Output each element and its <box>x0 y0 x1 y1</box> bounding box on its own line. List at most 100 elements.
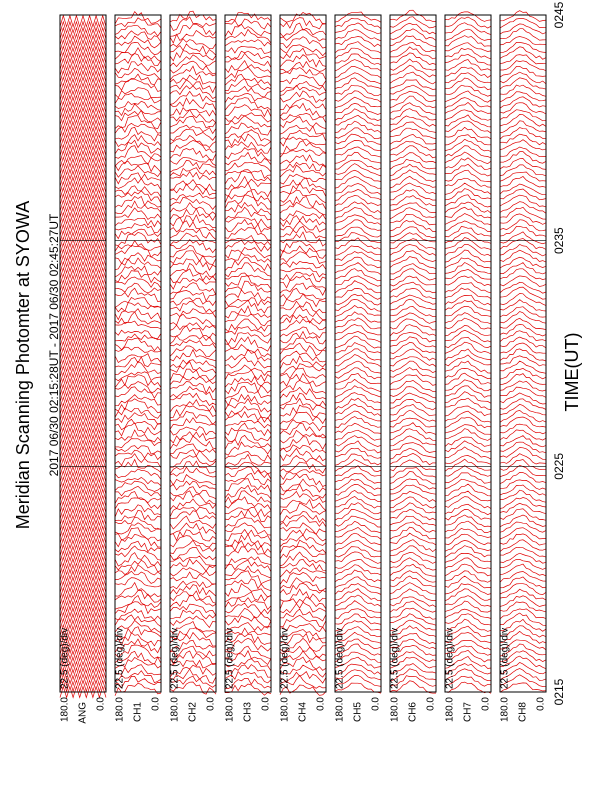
scan-trace <box>389 263 437 275</box>
scan-trace <box>279 267 327 278</box>
scan-trace <box>389 268 437 281</box>
scan-trace <box>444 540 492 552</box>
scan-trace <box>444 416 492 429</box>
scan-trace <box>444 269 491 280</box>
scan-trace <box>499 10 547 22</box>
scan-trace <box>389 380 437 392</box>
scan-trace <box>114 139 162 155</box>
scan-trace <box>389 563 436 577</box>
scan-trace <box>59 574 107 589</box>
scan-trace <box>389 238 437 250</box>
scan-trace <box>444 553 492 563</box>
scan-trace <box>444 287 492 299</box>
scan-trace <box>224 434 272 450</box>
scan-trace <box>389 22 437 35</box>
scan-trace <box>224 615 272 629</box>
scan-trace <box>444 220 491 232</box>
scan-trace <box>499 238 547 250</box>
scan-trace <box>444 145 492 159</box>
scan-trace <box>169 135 217 148</box>
scan-trace <box>59 272 107 287</box>
scan-trace <box>500 60 547 72</box>
scan-trace <box>224 670 272 684</box>
scan-trace <box>114 35 162 49</box>
scan-trace <box>389 515 437 526</box>
scan-trace <box>499 219 547 232</box>
scan-trace <box>279 337 327 351</box>
scan-trace <box>59 63 107 78</box>
scan-trace <box>499 447 546 460</box>
scan-trace <box>499 256 547 269</box>
scan-trace <box>224 161 272 173</box>
scan-trace <box>224 517 272 529</box>
scan-trace <box>169 30 217 44</box>
scan-trace <box>114 601 162 615</box>
scan-trace <box>59 469 107 484</box>
scan-trace <box>114 394 162 407</box>
scan-trace <box>334 429 382 441</box>
scan-trace <box>444 514 492 527</box>
scan-trace <box>500 479 547 490</box>
scan-trace <box>444 294 492 306</box>
scan-trace <box>224 297 272 307</box>
scan-trace <box>59 555 107 570</box>
scan-trace <box>389 175 437 189</box>
scan-trace <box>224 190 272 204</box>
scan-trace <box>169 580 217 590</box>
scan-trace <box>59 118 107 133</box>
scan-trace <box>334 342 382 354</box>
scan-trace <box>334 509 382 521</box>
scan-trace <box>59 605 107 619</box>
scan-trace <box>169 159 217 173</box>
scan-trace <box>279 67 327 81</box>
scan-trace <box>334 459 382 472</box>
scan-trace <box>279 314 327 325</box>
scan-trace <box>499 558 547 570</box>
scan-trace <box>499 65 547 78</box>
scan-trace <box>224 677 272 689</box>
scan-trace <box>169 308 217 319</box>
scale-label: 22.5 (deg)/div <box>445 628 456 689</box>
scan-trace <box>224 461 272 475</box>
scan-trace <box>224 52 272 68</box>
scan-trace <box>334 41 382 54</box>
scan-trace <box>499 552 547 564</box>
scan-trace <box>59 377 107 392</box>
scan-trace <box>169 23 217 37</box>
scan-trace <box>114 228 162 240</box>
scan-trace <box>59 660 107 675</box>
scan-trace <box>500 386 547 398</box>
scan-trace <box>389 403 437 417</box>
scan-trace <box>389 298 437 311</box>
scan-trace <box>334 674 382 687</box>
scan-trace <box>279 629 327 640</box>
panel-frame <box>444 14 492 693</box>
scan-trace <box>334 372 382 385</box>
scan-trace <box>59 506 107 521</box>
scan-trace <box>389 182 437 195</box>
scan-trace <box>499 630 547 644</box>
scan-trace <box>169 480 217 491</box>
scan-trace <box>114 245 162 258</box>
scan-trace <box>334 268 382 282</box>
scan-trace <box>279 623 327 633</box>
scan-trace <box>114 664 162 676</box>
scan-trace <box>59 537 107 552</box>
scan-trace <box>279 473 327 487</box>
scan-trace <box>59 155 107 170</box>
scan-trace <box>334 176 382 189</box>
scan-trace <box>444 675 492 687</box>
scan-trace <box>279 514 327 528</box>
scan-trace <box>334 299 382 312</box>
scan-trace <box>224 305 272 319</box>
scan-trace <box>389 232 436 244</box>
scan-trace <box>279 419 327 432</box>
scan-trace <box>169 345 217 357</box>
scan-trace <box>389 545 437 559</box>
scan-trace <box>444 655 492 669</box>
scan-trace <box>114 412 162 425</box>
scan-trace <box>444 54 492 66</box>
x-tick-label: 0235 <box>552 227 566 254</box>
scan-trace <box>499 563 547 577</box>
scan-trace <box>444 649 492 663</box>
